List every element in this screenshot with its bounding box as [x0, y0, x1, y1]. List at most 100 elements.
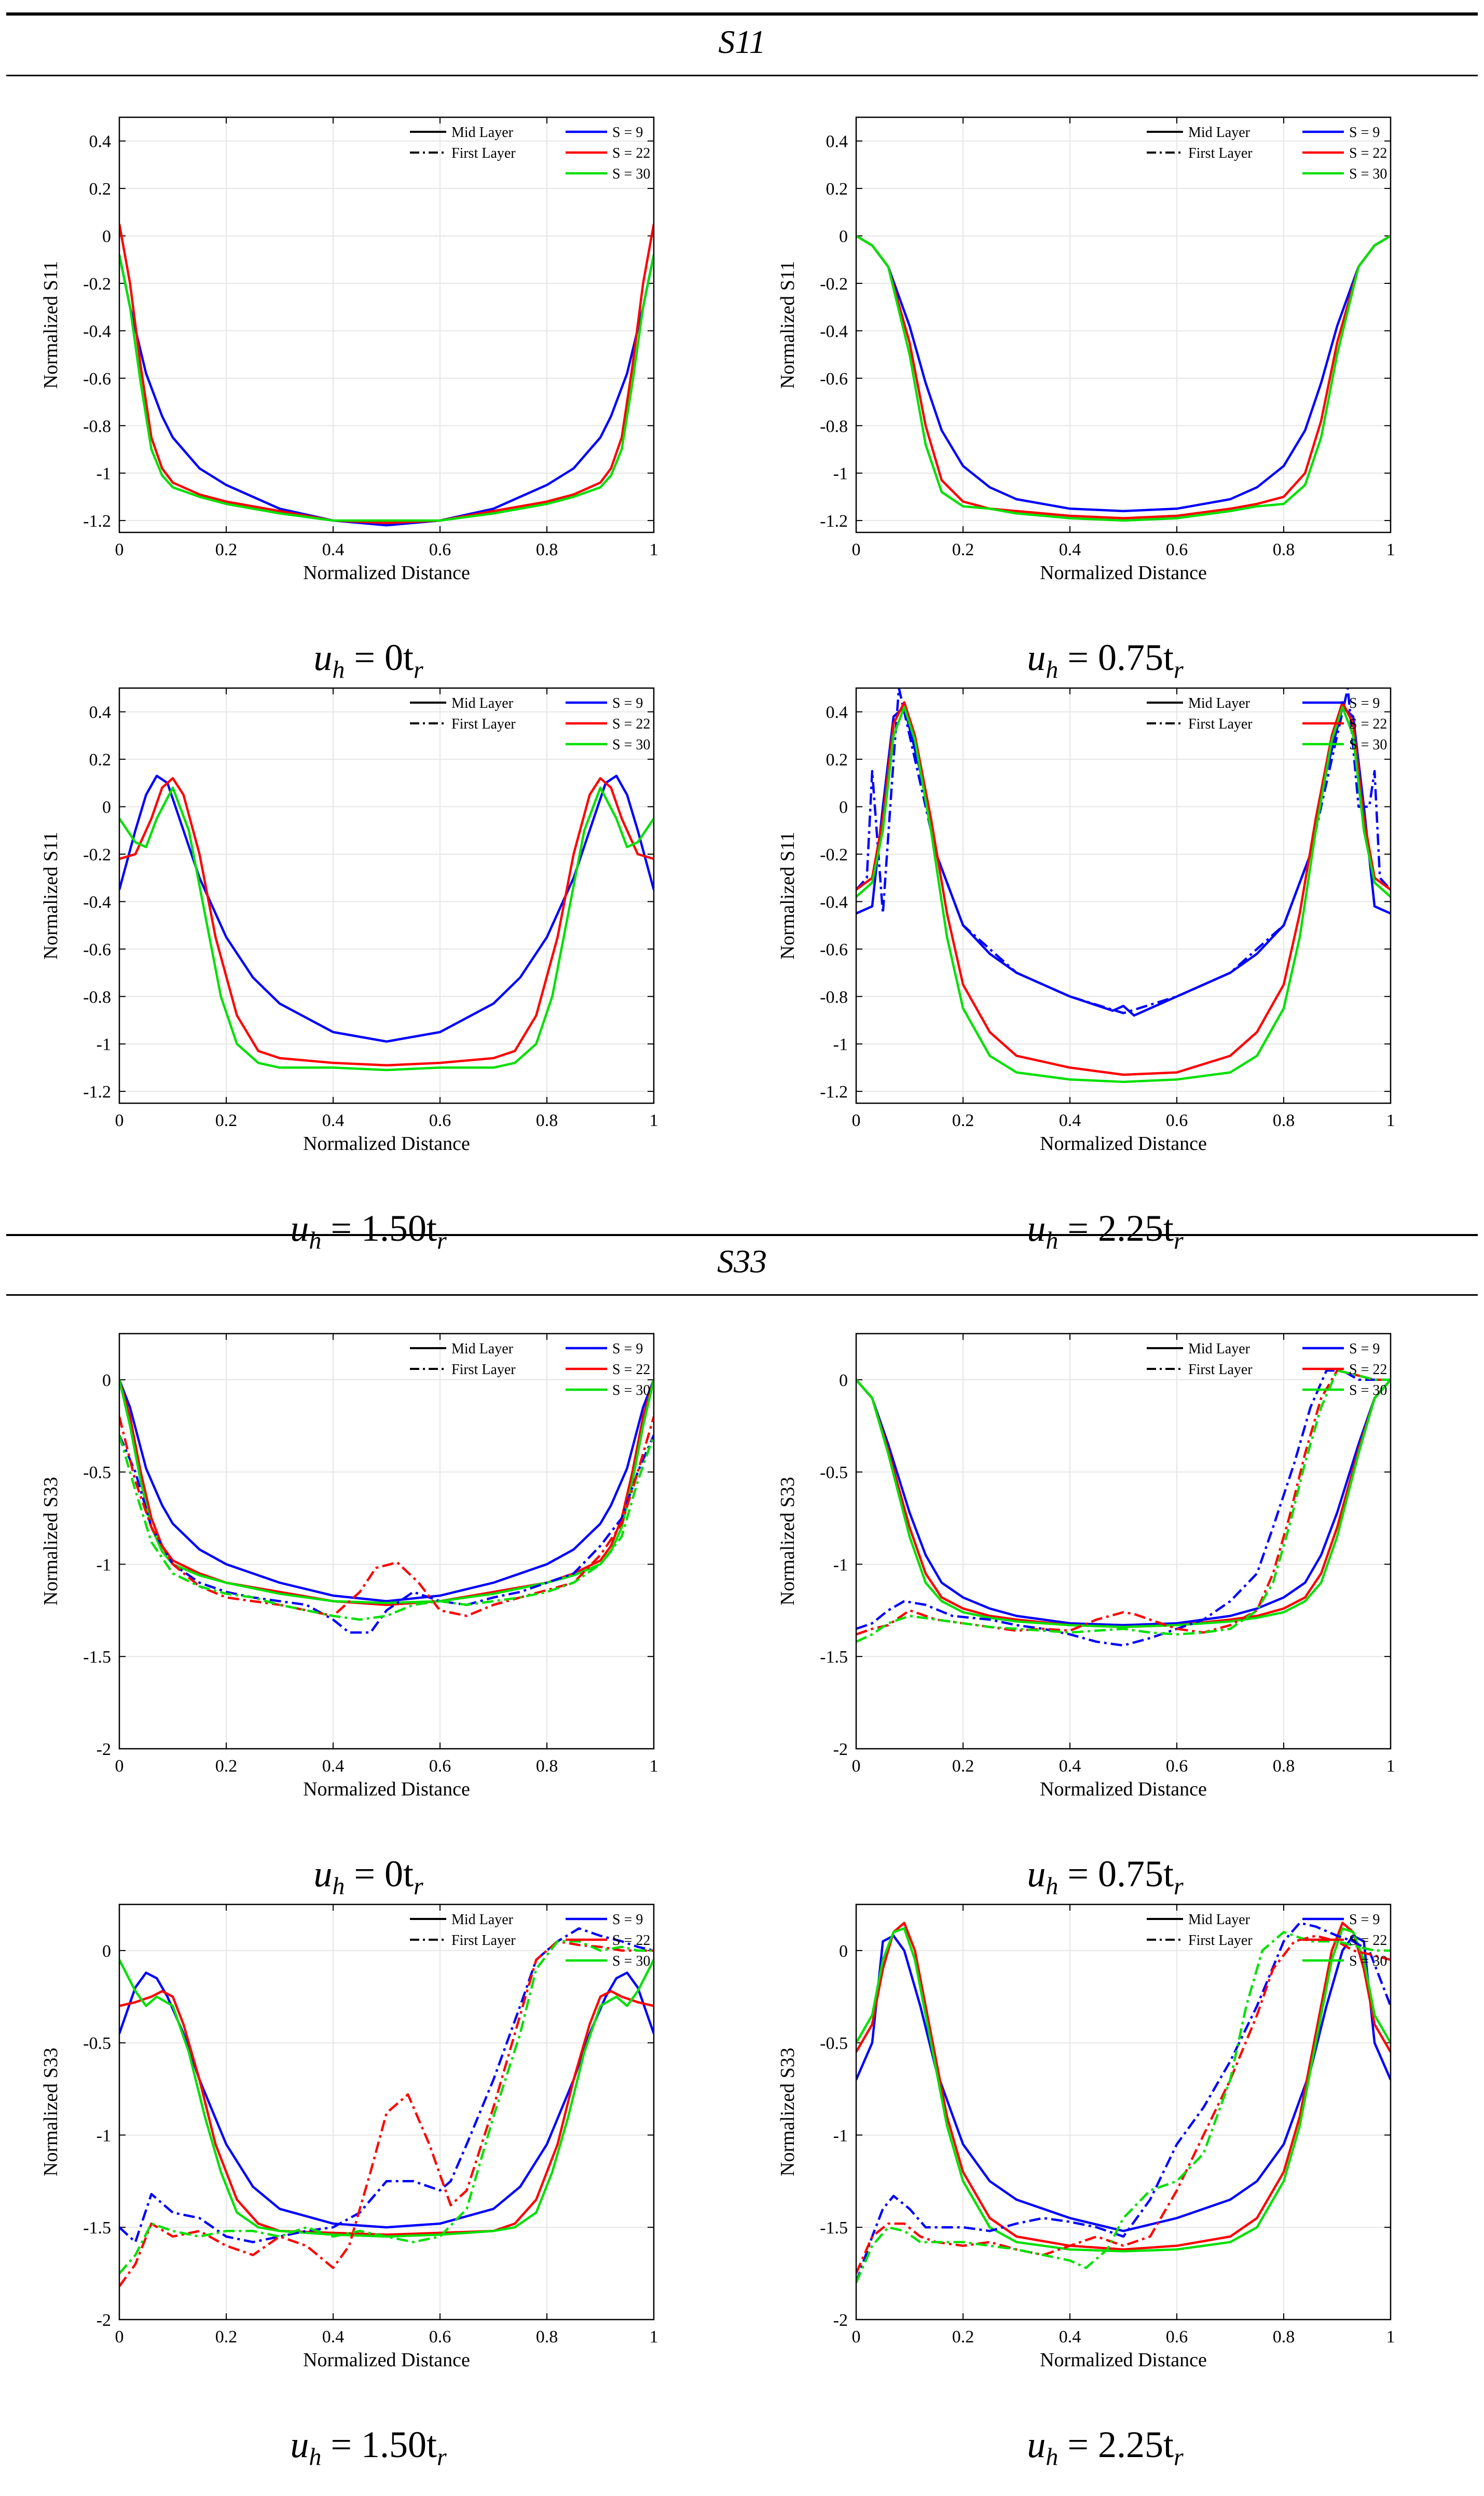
y-tick-label: -0.6: [820, 940, 848, 959]
y-tick-label: -1.2: [83, 512, 111, 531]
y-tick-label: -0.2: [83, 845, 111, 865]
x-tick-label: 0.2: [952, 1111, 974, 1130]
legend-label: S = 9: [1349, 1341, 1380, 1357]
x-axis-label: Normalized Distance: [1040, 562, 1207, 584]
x-tick-label: 0.4: [1059, 1111, 1081, 1130]
legend-label: Mid Layer: [451, 125, 514, 141]
y-tick-label: -1: [97, 2126, 111, 2145]
x-tick-label: 0.8: [536, 1111, 558, 1130]
x-axis-label: Normalized Distance: [1040, 1778, 1207, 1800]
x-tick-label: 1: [650, 1757, 658, 1776]
legend: Mid Layer First Layer S = 9 S = 22 S = 30: [1147, 125, 1387, 182]
y-tick-label: -0.8: [83, 988, 111, 1007]
x-tick-label: 0.2: [215, 540, 238, 559]
legend-label: S = 9: [1349, 1912, 1380, 1928]
series-line-s22-mid-layer: [119, 777, 654, 1067]
y-tick-label: 0: [839, 1371, 848, 1390]
legend-label: Mid Layer: [451, 1341, 514, 1357]
series-line-s30-mid-layer: [119, 1959, 654, 2238]
series-group: [119, 224, 654, 527]
series-line-s9-first-layer: [119, 1927, 654, 2243]
plot-area: [856, 1334, 1391, 1749]
legend-label: Mid Layer: [1188, 125, 1251, 141]
legend-label: S = 30: [1349, 1382, 1387, 1398]
section-rule-s33: [6, 1294, 1478, 1296]
y-tick-label: 0.2: [89, 180, 112, 199]
plot-area: [856, 688, 1391, 1103]
section-rule-s11: [6, 75, 1478, 76]
legend-label: First Layer: [451, 1932, 516, 1949]
y-tick-label: 0.4: [826, 703, 848, 722]
caption-s11-uh-225: uh = 2.25tr: [1027, 1208, 1184, 1255]
series-line-s9-mid-layer: [119, 774, 654, 1043]
y-tick-label: -0.2: [83, 275, 111, 294]
y-tick-label: -0.4: [83, 322, 111, 341]
y-tick-label: 0.2: [826, 180, 848, 199]
plot-area: [856, 1904, 1391, 2320]
legend-label: Mid Layer: [1188, 695, 1251, 711]
plot-frame: [118, 116, 655, 533]
x-tick-label: 0: [115, 1757, 124, 1776]
x-tick-label: 0.2: [215, 1111, 238, 1130]
legend-label: Mid Layer: [451, 1912, 514, 1928]
x-tick-label: 0.8: [536, 1757, 558, 1776]
y-tick-label: -1.5: [83, 2218, 111, 2238]
x-tick-label: 0.8: [536, 2327, 558, 2347]
series-group: [856, 235, 1391, 522]
chart-s11-uh-0: 0 0.2 0.4 0.6 0.8 1 -1.2 -1 -0.8 -0.6 -0.4 -0.2 0 0.2…: [40, 116, 658, 584]
y-tick-label: -2: [833, 1740, 848, 1759]
legend: Mid Layer First Layer S = 9 S = 22 S = 30: [410, 695, 650, 753]
legend-label: S = 22: [612, 1362, 650, 1378]
y-tick-label: -0.4: [83, 893, 111, 912]
series-line-s30-mid-layer: [119, 254, 654, 522]
chart-panel-s33-uh-225: 0 0.2 0.4 0.6 0.8 1 -2 -1.5 -1 -0.5 0 Normalized Di…: [737, 1889, 1474, 2496]
y-tick-label: -0.6: [820, 369, 848, 389]
legend: Mid Layer First Layer S = 9 S = 22 S = 30: [410, 1912, 650, 1969]
caption-s33-uh-150: uh = 1.50tr: [290, 2424, 447, 2471]
legend-label: S = 22: [612, 716, 650, 732]
y-tick-label: -0.8: [820, 417, 848, 436]
series-line-s30-mid-layer: [856, 1927, 1391, 2253]
legend-label: S = 30: [1349, 166, 1387, 182]
chart-s33-uh-225: 0 0.2 0.4 0.6 0.8 1 -2 -1.5 -1 -0.5 0 Normalized Di…: [777, 1903, 1395, 2371]
chart-s33-uh-0: 0 0.2 0.4 0.6 0.8 1 -2 -1.5 -1 -0.5 0 Normalized Di…: [40, 1333, 658, 1800]
y-tick-label: 0.2: [826, 750, 848, 770]
y-tick-label: 0: [839, 227, 848, 246]
legend-label: S = 9: [1349, 125, 1380, 141]
y-tick-label: 0.4: [89, 703, 112, 722]
y-tick-label: -0.8: [820, 988, 848, 1007]
x-tick-label: 0: [852, 2327, 861, 2347]
y-tick-label: -1.2: [83, 1082, 111, 1102]
x-axis-label: Normalized Distance: [1040, 1133, 1207, 1155]
y-tick-label: -0.4: [820, 893, 848, 912]
chart-s33-uh-075: 0 0.2 0.4 0.6 0.8 1 -2 -1.5 -1 -0.5 0 Normalized Di…: [777, 1333, 1395, 1800]
x-tick-label: 0.6: [1166, 1757, 1188, 1776]
x-tick-label: 0.4: [322, 2327, 345, 2347]
caption-s11-uh-075: uh = 0.75tr: [1027, 637, 1184, 684]
x-tick-label: 0.4: [1059, 1757, 1081, 1776]
legend-label: S = 9: [612, 1341, 643, 1357]
x-tick-label: 0.8: [536, 540, 558, 559]
y-axis-label: Normalized S11: [40, 261, 62, 389]
x-axis-label: Normalized Distance: [1040, 2349, 1207, 2371]
chart-s11-uh-150: 0 0.2 0.4 0.6 0.8 1 -1.2 -1 -0.8 -0.6 -0.4 -0.2 0 0.2…: [40, 687, 658, 1155]
series-line-s22-mid-layer: [856, 1922, 1391, 2251]
y-tick-label: -1: [833, 464, 848, 484]
y-tick-label: 0: [102, 227, 111, 246]
caption-s11-uh-0: uh = 0tr: [313, 637, 423, 684]
y-axis-label: Normalized S33: [40, 2048, 62, 2176]
legend-label: S = 9: [612, 1912, 643, 1928]
y-tick-label: -1: [97, 464, 111, 484]
legend-label: S = 9: [612, 695, 643, 711]
legend-label: First Layer: [1188, 716, 1253, 732]
y-tick-label: -0.5: [820, 1463, 848, 1483]
caption-s33-uh-075: uh = 0.75tr: [1027, 1853, 1184, 1900]
x-tick-label: 0.6: [429, 2327, 451, 2347]
y-tick-label: -1.5: [820, 2218, 848, 2238]
y-axis-label: Normalized S33: [777, 1477, 799, 1606]
plot-area: [119, 117, 654, 532]
series-line-s30-first-layer: [119, 1940, 654, 2274]
series-line-s9-mid-layer: [856, 1379, 1391, 1627]
x-tick-label: 0: [852, 1111, 861, 1130]
y-tick-label: -0.5: [83, 1463, 111, 1483]
